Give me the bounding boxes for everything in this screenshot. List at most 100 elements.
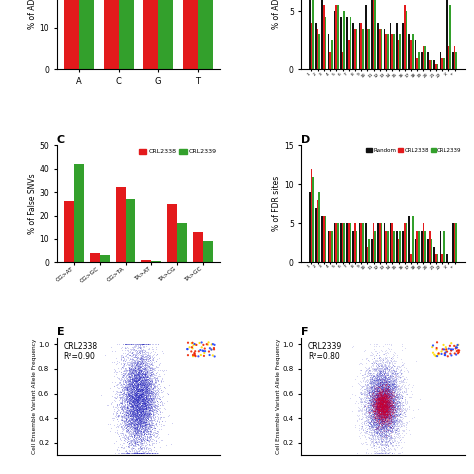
- Point: [389, 414, 397, 421]
- Point: [379, 394, 387, 402]
- Point: [371, 408, 379, 415]
- Point: [139, 398, 147, 405]
- Point: [378, 407, 385, 414]
- Point: [386, 411, 394, 419]
- Point: [389, 381, 397, 388]
- Point: [378, 397, 385, 404]
- Point: [384, 405, 392, 412]
- Point: [142, 340, 150, 348]
- Point: [391, 411, 398, 419]
- Point: [135, 362, 142, 370]
- Point: [371, 414, 379, 422]
- Point: [141, 389, 148, 396]
- Point: [384, 387, 392, 394]
- Point: [128, 401, 136, 409]
- Point: [382, 417, 389, 424]
- Point: [135, 397, 142, 404]
- Point: [383, 405, 390, 412]
- Point: [377, 407, 385, 414]
- Point: [382, 402, 390, 410]
- Point: [379, 385, 386, 392]
- Point: [389, 419, 397, 426]
- Point: [355, 412, 362, 420]
- Point: [383, 391, 391, 398]
- Point: [128, 362, 135, 370]
- Point: [136, 384, 143, 392]
- Point: [377, 402, 385, 410]
- Point: [378, 403, 386, 411]
- Point: [142, 354, 150, 362]
- Point: [376, 391, 383, 399]
- Point: [383, 419, 391, 427]
- Point: [374, 405, 382, 413]
- Point: [124, 408, 132, 415]
- Point: [374, 390, 382, 397]
- Point: [384, 389, 392, 397]
- Point: [381, 401, 388, 409]
- Point: [389, 380, 396, 388]
- Point: [137, 420, 145, 428]
- Point: [367, 423, 375, 431]
- Point: [373, 383, 381, 391]
- Point: [130, 449, 138, 456]
- Point: [127, 359, 135, 367]
- Point: [390, 357, 398, 365]
- Point: [130, 400, 137, 408]
- Point: [384, 417, 392, 425]
- Point: [130, 383, 137, 391]
- Bar: [392, 35, 393, 70]
- Point: [380, 397, 388, 405]
- Point: [108, 415, 115, 422]
- Point: [374, 416, 382, 423]
- Point: [387, 409, 394, 416]
- Point: [383, 403, 391, 411]
- Point: [130, 412, 138, 420]
- Point: [379, 371, 386, 379]
- Point: [124, 390, 132, 397]
- Point: [143, 401, 151, 409]
- Point: [374, 405, 381, 412]
- Point: [376, 356, 384, 363]
- Point: [375, 378, 383, 385]
- Point: [370, 373, 377, 380]
- Point: [376, 401, 384, 409]
- Point: [155, 340, 162, 348]
- Point: [381, 403, 388, 411]
- Point: [365, 414, 372, 421]
- Point: [124, 391, 131, 398]
- Point: [143, 385, 151, 392]
- Point: [136, 355, 144, 362]
- Point: [369, 410, 376, 418]
- Point: [136, 404, 143, 411]
- Point: [136, 405, 143, 412]
- Point: [401, 427, 408, 434]
- Point: [372, 428, 380, 436]
- Point: [133, 368, 140, 375]
- Point: [379, 393, 387, 401]
- Point: [135, 361, 143, 369]
- Point: [372, 398, 379, 406]
- Point: [383, 406, 390, 414]
- Point: [146, 409, 153, 416]
- Point: [144, 423, 151, 431]
- Point: [388, 401, 396, 409]
- Point: [439, 346, 447, 353]
- Point: [381, 411, 388, 419]
- Point: [388, 401, 395, 409]
- Point: [127, 378, 134, 385]
- Point: [146, 358, 154, 366]
- Point: [382, 381, 389, 389]
- Bar: [348, 40, 350, 70]
- Point: [389, 399, 397, 406]
- Point: [382, 404, 390, 411]
- Point: [379, 405, 387, 413]
- Point: [386, 414, 393, 421]
- Point: [125, 423, 133, 430]
- Point: [374, 392, 382, 400]
- Point: [128, 386, 135, 394]
- Point: [146, 406, 153, 413]
- Point: [393, 416, 401, 424]
- Point: [134, 374, 141, 381]
- Point: [141, 396, 149, 404]
- Point: [383, 407, 391, 415]
